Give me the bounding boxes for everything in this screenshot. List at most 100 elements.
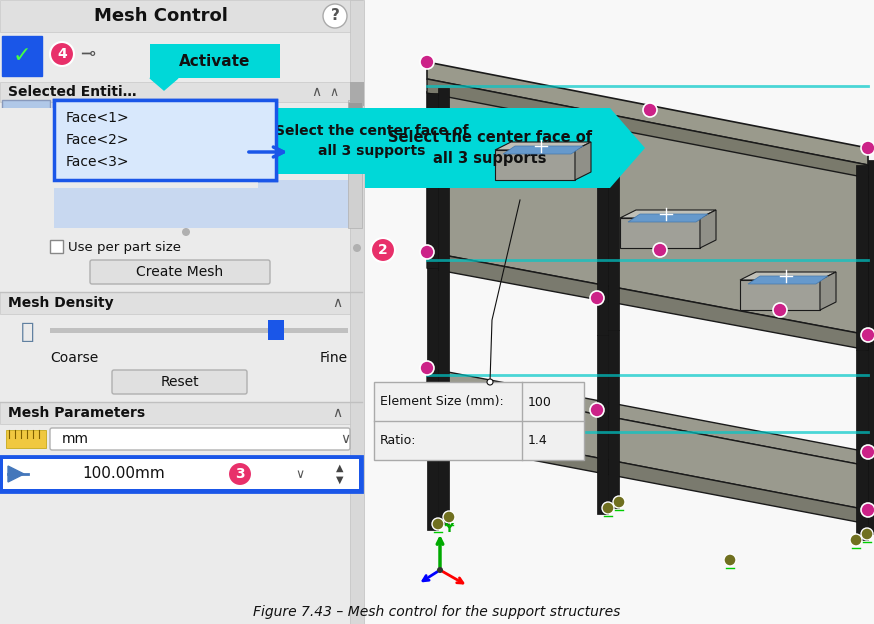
Text: Use per part size: Use per part size — [68, 240, 181, 253]
Circle shape — [613, 496, 625, 508]
Text: ⊸: ⊸ — [80, 45, 95, 63]
Circle shape — [643, 103, 657, 117]
Bar — [438, 262, 449, 524]
Bar — [868, 344, 874, 534]
Bar — [350, 82, 364, 106]
FancyBboxPatch shape — [112, 370, 247, 394]
Circle shape — [420, 418, 434, 432]
Bar — [0, 292, 362, 314]
Text: 4: 4 — [57, 47, 67, 61]
Text: Face<3>: Face<3> — [66, 155, 129, 169]
Circle shape — [182, 228, 190, 236]
Polygon shape — [427, 79, 868, 178]
Bar — [0, 108, 258, 188]
Polygon shape — [620, 210, 716, 218]
Bar — [597, 176, 608, 335]
Circle shape — [861, 328, 874, 342]
Polygon shape — [427, 368, 868, 466]
Text: Mesh Control: Mesh Control — [94, 7, 228, 25]
Circle shape — [861, 528, 873, 540]
Polygon shape — [495, 142, 591, 150]
Text: Element Size (mm):: Element Size (mm): — [380, 396, 503, 409]
FancyBboxPatch shape — [90, 260, 270, 284]
Polygon shape — [427, 62, 868, 165]
Text: ∧: ∧ — [332, 406, 342, 420]
Polygon shape — [740, 280, 820, 310]
Circle shape — [432, 518, 444, 530]
Circle shape — [850, 534, 862, 546]
Text: 3: 3 — [235, 467, 245, 481]
Text: ◫: ◫ — [14, 118, 38, 142]
Text: ∧: ∧ — [311, 85, 321, 99]
Text: ?: ? — [330, 9, 339, 24]
Bar — [438, 88, 449, 262]
Text: Figure 7.43 – Mesh control for the support structures: Figure 7.43 – Mesh control for the suppo… — [253, 605, 621, 619]
Text: Face<1>: Face<1> — [66, 111, 129, 125]
Text: Selected Entiti…: Selected Entiti… — [8, 85, 136, 99]
Bar — [0, 402, 362, 424]
Bar — [608, 171, 619, 330]
Text: 100.00mm: 100.00mm — [82, 467, 165, 482]
Bar — [856, 165, 868, 350]
Text: mm: mm — [62, 432, 89, 446]
Polygon shape — [150, 78, 178, 90]
Text: Reset: Reset — [161, 375, 199, 389]
Bar — [0, 0, 362, 32]
Bar — [50, 328, 348, 333]
Circle shape — [861, 445, 874, 459]
Polygon shape — [700, 210, 716, 248]
Circle shape — [371, 238, 395, 262]
Bar — [597, 335, 608, 514]
Bar — [2, 100, 50, 170]
Text: Y: Y — [444, 522, 453, 535]
Bar — [50, 240, 63, 253]
Bar — [54, 100, 276, 180]
Circle shape — [590, 403, 604, 417]
Text: Face<2>: Face<2> — [66, 133, 129, 147]
Polygon shape — [365, 108, 645, 188]
Bar — [868, 160, 874, 344]
Text: 1.4: 1.4 — [528, 434, 548, 447]
Text: ✓: ✓ — [13, 46, 31, 66]
Text: 100: 100 — [528, 396, 551, 409]
Polygon shape — [427, 252, 868, 350]
Polygon shape — [503, 146, 583, 154]
Circle shape — [420, 245, 434, 259]
Polygon shape — [8, 466, 24, 482]
Circle shape — [443, 511, 455, 523]
Polygon shape — [740, 272, 836, 280]
Bar — [427, 93, 438, 268]
Bar — [54, 100, 276, 180]
Text: ⬛: ⬛ — [21, 322, 35, 342]
Polygon shape — [748, 276, 828, 284]
Text: Coarse: Coarse — [50, 351, 98, 365]
Bar — [258, 108, 486, 174]
Circle shape — [228, 462, 252, 486]
Circle shape — [653, 243, 667, 257]
Text: Face<1>: Face<1> — [66, 111, 129, 125]
Bar — [348, 102, 362, 124]
Polygon shape — [427, 92, 868, 335]
Circle shape — [487, 379, 493, 385]
Bar — [348, 100, 362, 228]
Circle shape — [437, 567, 443, 573]
Bar — [0, 0, 362, 624]
Circle shape — [50, 42, 74, 66]
Bar — [0, 456, 362, 492]
Bar — [427, 268, 438, 530]
Text: ▼: ▼ — [336, 475, 343, 485]
Text: ∨: ∨ — [340, 432, 350, 446]
Bar — [362, 0, 874, 624]
Polygon shape — [427, 425, 868, 524]
Polygon shape — [620, 218, 700, 248]
Bar — [350, 0, 364, 624]
Circle shape — [323, 4, 347, 28]
Text: Face<2>: Face<2> — [66, 133, 129, 147]
Text: Select the center face of
all 3 supports: Select the center face of all 3 supports — [388, 130, 592, 166]
Polygon shape — [495, 150, 575, 180]
Circle shape — [773, 303, 787, 317]
Polygon shape — [427, 382, 868, 510]
Polygon shape — [628, 214, 708, 222]
FancyBboxPatch shape — [50, 428, 350, 450]
Text: Create Mesh: Create Mesh — [136, 265, 224, 279]
